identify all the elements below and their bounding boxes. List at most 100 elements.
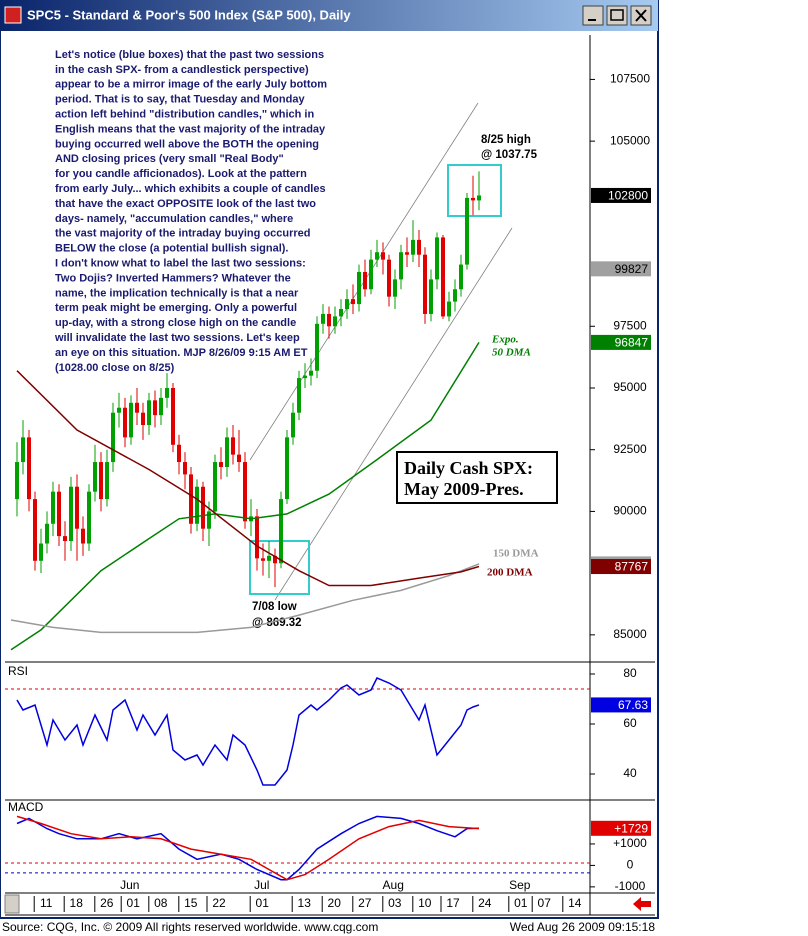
series-label: 200 DMA: [487, 567, 533, 579]
candle-body: [345, 299, 349, 310]
candle-body: [237, 454, 241, 463]
candle-body: [87, 491, 91, 544]
box-note: May 2009-Pres.: [404, 479, 524, 499]
candle-body: [285, 437, 289, 500]
commentary-line: the vast majority of the intraday buying…: [55, 228, 311, 240]
candle-body: [297, 378, 301, 413]
high-note: 8/25 high: [481, 134, 531, 146]
candle-body: [309, 370, 313, 376]
y-tick-label: 60: [623, 716, 637, 730]
commentary-line: period. That is to say, that Tuesday and…: [55, 94, 305, 106]
price-tag: [591, 261, 651, 277]
window-controls: [582, 5, 652, 26]
maximize-button[interactable]: [606, 5, 628, 26]
ema-note: Expo.: [491, 334, 519, 346]
commentary-line: days- namely, "accumulation candles," wh…: [55, 213, 293, 225]
candle-body: [459, 264, 463, 290]
x-tick-label: 01: [256, 896, 270, 910]
window-title: SPC5 - Standard & Poor's 500 Index (S&P …: [27, 7, 351, 22]
x-tick-label: 17: [446, 896, 460, 910]
low-note: @ 869.32: [252, 617, 302, 629]
candle-body: [291, 412, 295, 438]
candle-body: [453, 289, 457, 302]
candle-body: [51, 491, 55, 524]
candle-body: [39, 543, 43, 561]
candle-body: [105, 462, 109, 500]
app-icon: [4, 6, 22, 24]
price-tag: [591, 334, 651, 350]
candle-body: [57, 491, 61, 537]
candle-body: [357, 271, 361, 305]
minimize-button[interactable]: [582, 5, 604, 26]
candle-body: [303, 375, 307, 379]
series-line: [16, 677, 480, 786]
scroll-button[interactable]: [4, 894, 20, 914]
candle-body: [21, 437, 25, 463]
y-tick-label: 0: [627, 858, 634, 872]
x-tick-label: 01: [127, 896, 141, 910]
candle-body: [69, 486, 73, 542]
candle-body: [441, 237, 445, 317]
candle-body: [477, 195, 481, 201]
price-tag-label: 96847: [615, 336, 649, 350]
x-tick-label: 01: [514, 896, 528, 910]
candle-body: [135, 402, 139, 413]
candle-body: [339, 309, 343, 317]
candle-body: [123, 407, 127, 438]
scroll-arrow[interactable]: [633, 897, 651, 911]
y-tick-label: 107500: [610, 72, 650, 86]
commentary-line: BELOW the close (a potential bullish sig…: [55, 243, 288, 255]
y-tick-label: 85000: [613, 627, 647, 641]
candle-body: [375, 252, 379, 260]
candle-body: [267, 555, 271, 561]
candle-body: [99, 462, 103, 500]
series-label: 150 DMA: [493, 548, 539, 560]
low-note: 7/08 low: [252, 601, 297, 613]
price-tag: [591, 559, 651, 575]
candle-body: [15, 462, 19, 500]
candle-body: [45, 523, 49, 544]
candle-body: [423, 254, 427, 314]
candle-body: [195, 486, 199, 524]
candle-body: [75, 486, 79, 529]
price-tag-label: 102800: [608, 189, 648, 203]
x-tick-label: 20: [328, 896, 342, 910]
series-line: [16, 370, 480, 587]
series-line: [10, 342, 480, 651]
commentary-line: action left behind "distribution candles…: [55, 109, 314, 121]
month-label: Aug: [383, 878, 404, 892]
pane-title: RSI: [8, 664, 28, 678]
candle-body: [153, 400, 157, 416]
pane-title: MACD: [8, 800, 44, 814]
candle-body: [417, 239, 421, 255]
commentary-line: buying occurred well above the BOTH the …: [55, 138, 319, 150]
x-tick-label: 14: [568, 896, 582, 910]
price-tag: [591, 820, 651, 836]
x-tick-label: 08: [154, 896, 168, 910]
candle-body: [189, 474, 193, 524]
candle-body: [201, 486, 205, 529]
candle-body: [369, 259, 373, 290]
candle-body: [117, 407, 121, 413]
channel-line: [274, 227, 513, 601]
candle-body: [63, 536, 67, 542]
x-tick-label: 11: [40, 896, 53, 910]
commentary-line: English means that the vast majority of …: [55, 123, 326, 135]
candle-body: [141, 412, 145, 426]
commentary-line: AND closing prices (very small "Real Bod…: [55, 153, 284, 165]
candle-body: [327, 313, 331, 327]
candle-body: [111, 412, 115, 463]
y-tick-label: -1000: [615, 879, 646, 893]
x-tick-label: 22: [212, 896, 226, 910]
y-tick-label: 97500: [613, 318, 647, 332]
month-label: Sep: [509, 878, 531, 892]
candle-body: [351, 299, 355, 305]
x-tick-label: 24: [478, 896, 492, 910]
month-label: Jul: [254, 878, 269, 892]
candle-body: [165, 387, 169, 398]
commentary-line: Let's notice (blue boxes) that the past …: [55, 49, 324, 61]
candle-body: [81, 528, 85, 544]
candle-body: [255, 516, 259, 559]
candle-body: [183, 462, 187, 475]
